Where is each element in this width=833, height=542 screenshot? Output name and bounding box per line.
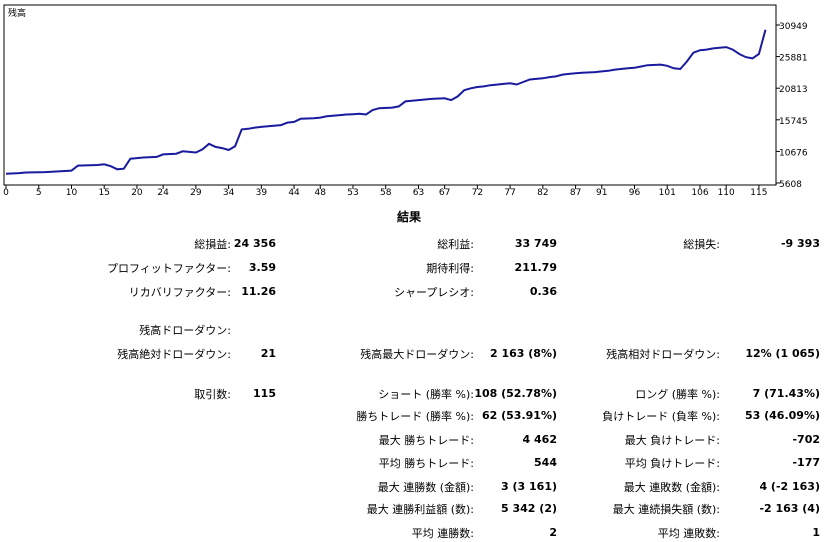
x-tick-label: 20 [131,188,143,198]
result-value: -2 163 (4) [759,502,820,515]
result-label: 期待利得: [426,262,474,275]
result-label: 取引数: [194,388,231,401]
x-tick-label: 91 [596,188,607,198]
x-tick-label: 48 [315,188,327,198]
x-tick-label: 39 [256,188,268,198]
result-value: 2 163 (8%) [489,347,557,360]
x-tick-label: 53 [347,188,358,198]
x-tick-label: 101 [659,188,676,198]
balance-series-line [5,29,767,175]
result-value: -177 [792,456,820,469]
plot-area [3,4,777,186]
result-label: 最大 連敗数 (金額): [623,481,720,494]
y-tick-label: 20813 [779,85,808,95]
balance-chart: 残高 0 5 10 15 20 24 29 34 39 44 48 53 58 63 67 72 77 82 87 9… [3,4,808,198]
x-tick-label: 34 [223,188,235,198]
result-value: 5 342 (2) [501,502,557,515]
result-value: 108 (52.78%) [474,387,557,400]
result-value: 4 462 [522,433,557,446]
x-tick-label: 10 [66,188,78,198]
result-value: 21 [260,347,276,360]
result-value: 11.26 [241,285,276,298]
results-title: 結果 [397,210,422,224]
result-label: 平均 連敗数: [657,527,720,540]
result-label: 最大 連勝数 (金額): [377,481,474,494]
result-value: 33 749 [514,237,557,250]
x-tick-label: 96 [629,188,641,198]
result-value: 0.36 [529,285,557,298]
result-value: 3.59 [248,261,276,274]
result-value: 1 [812,526,820,539]
result-label: 負けトレード (負率 %): [602,410,720,423]
x-tick-label: 87 [570,188,581,198]
result-value: 12% (1 065) [745,347,820,360]
result-label: 総利益: [437,238,474,251]
result-label: 最大 負けトレード: [624,434,720,447]
x-tick-label: 67 [439,188,450,198]
result-label: 残高絶対ドローダウン: [117,348,231,361]
y-tick-label: 30949 [779,22,808,32]
result-label: リカバリファクター: [128,286,231,299]
result-label: ショート (勝率 %): [378,388,474,401]
x-tick-label: 15 [98,188,109,198]
y-tick-label: 5608 [779,180,802,190]
result-label: 平均 連勝数: [411,527,474,540]
x-tick-label: 106 [691,188,708,198]
result-label: 平均 勝ちトレード: [378,457,474,470]
result-value: -702 [792,433,820,446]
result-value: -9 393 [780,237,820,250]
result-label: シャープレシオ: [393,286,474,299]
x-tick-label: 72 [472,188,483,198]
x-tick-label: 0 [3,188,9,198]
x-tick-label: 29 [190,188,202,198]
result-value: 62 (53.91%) [481,409,557,422]
result-label: 総損益: [194,238,231,251]
x-tick-label: 82 [537,188,548,198]
result-label: 残高最大ドローダウン: [360,348,474,361]
x-tick-label: 110 [718,188,735,198]
result-label: 総損失: [683,238,720,251]
x-tick-label: 24 [157,188,169,198]
x-tick-label: 115 [750,188,767,198]
x-tick-label: 63 [413,188,424,198]
result-value: 53 (46.09%) [744,409,820,422]
result-label: 平均 負けトレード: [624,457,720,470]
x-tick-label: 44 [288,188,300,198]
result-value: 3 (3 161) [501,480,557,493]
y-tick-label: 25881 [779,54,808,64]
result-label: 残高ドローダウン: [139,324,231,337]
result-value: 4 (-2 163) [759,480,820,493]
result-value: 24 356 [233,237,276,250]
result-label: プロフィットファクター: [106,262,231,275]
x-tick-label: 5 [36,188,42,198]
result-label: 最大 連続損失額 (数): [612,503,720,516]
result-label: 最大 勝ちトレード: [378,434,474,447]
chart-title: 残高 [8,7,26,19]
result-value: 211.79 [514,261,557,274]
y-tick-label: 10676 [779,148,808,158]
result-value: 2 [549,526,557,539]
y-tick-label: 15745 [779,117,808,127]
result-value: 115 [253,387,276,400]
x-tick-label: 58 [380,188,392,198]
result-label: 残高相対ドローダウン: [606,348,720,361]
result-label: ロング (勝率 %): [635,388,720,401]
result-label: 勝ちトレード (勝率 %): [356,410,474,423]
result-value: 7 (71.43%) [752,387,820,400]
result-label: 最大 連勝利益額 (数): [366,503,474,516]
x-tick-label: 77 [504,188,515,198]
result-value: 544 [534,456,557,469]
